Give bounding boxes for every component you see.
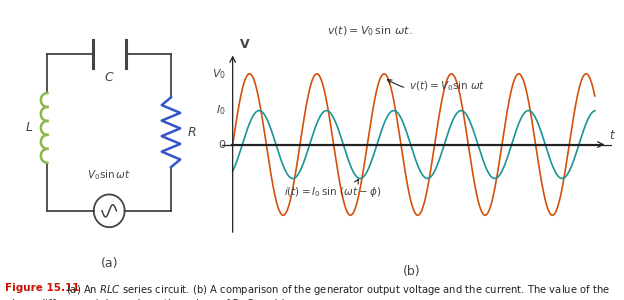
- Text: 0: 0: [218, 140, 226, 149]
- Text: V: V: [240, 38, 249, 51]
- Text: $I_0$: $I_0$: [216, 104, 226, 118]
- Text: C: C: [105, 71, 114, 84]
- Text: $v(t) = V_0\sin\,\omega t$: $v(t) = V_0\sin\,\omega t$: [388, 80, 485, 93]
- Text: R: R: [187, 126, 196, 139]
- Text: (a): (a): [100, 256, 118, 270]
- Text: $V_0\sin\omega t$: $V_0\sin\omega t$: [87, 169, 131, 182]
- Text: $t$: $t$: [609, 129, 616, 142]
- Text: L: L: [26, 122, 32, 134]
- Text: (a) An $RLC$ series circuit. (b) A comparison of the generator output voltage an: (a) An $RLC$ series circuit. (b) A compa…: [66, 283, 610, 297]
- Text: $i(t) = I_0\,\sin\,(\omega t - \phi)$: $i(t) = I_0\,\sin\,(\omega t - \phi)$: [283, 179, 381, 200]
- Text: (b): (b): [403, 266, 421, 278]
- Text: $v(t) = V_0\,\sin\,\omega t.$: $v(t) = V_0\,\sin\,\omega t.$: [328, 25, 413, 38]
- Text: Figure 15.11: Figure 15.11: [5, 283, 79, 292]
- Text: phase difference $\phi$ depends on the values of $R$, $C$, and $L$.: phase difference $\phi$ depends on the v…: [5, 297, 290, 300]
- Text: $V_0$: $V_0$: [212, 67, 226, 81]
